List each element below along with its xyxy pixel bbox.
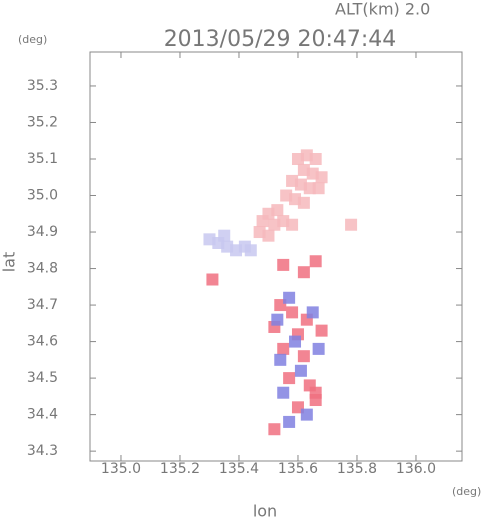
x-axis-label: lon	[253, 502, 277, 521]
echo-point	[274, 353, 287, 366]
y-tick-label: 35.0	[27, 188, 58, 204]
echo-point	[294, 364, 307, 377]
x-unit: (deg)	[452, 485, 481, 498]
echo-point	[277, 386, 290, 399]
y-tick-label: 35.1	[27, 151, 58, 167]
y-tick-label: 34.3	[27, 443, 58, 459]
echo-point	[286, 306, 299, 319]
y-tick-label: 34.9	[27, 224, 58, 240]
echo-point	[218, 229, 231, 242]
echo-point	[345, 218, 358, 231]
echo-point	[312, 342, 325, 355]
y-tick-label: 34.7	[27, 297, 58, 313]
echo-point	[297, 350, 310, 363]
echo-point	[253, 226, 266, 239]
x-tick-label: 136.0	[396, 461, 436, 477]
x-tick-label: 135.0	[101, 461, 141, 477]
y-tick-label: 35.2	[27, 114, 58, 130]
echo-point	[309, 152, 322, 165]
echo-point	[244, 244, 257, 257]
echo-point	[309, 386, 322, 399]
echo-point	[206, 273, 219, 286]
echo-point	[289, 335, 302, 348]
echo-point	[277, 258, 290, 271]
echo-point	[297, 266, 310, 279]
y-tick-label: 34.5	[27, 370, 58, 386]
y-tick-label: 34.4	[27, 407, 58, 423]
y-tick-label: 34.6	[27, 334, 58, 350]
echo-point	[312, 182, 325, 195]
echo-point	[286, 218, 299, 231]
y-tick-label: 35.3	[27, 78, 58, 94]
y-unit: (deg)	[18, 33, 47, 46]
echo-point	[306, 306, 319, 319]
altitude-label: ALT(km) 2.0	[335, 0, 430, 19]
echo-point	[268, 423, 281, 436]
plot-frame	[89, 51, 463, 462]
x-tick-label: 135.8	[337, 461, 377, 477]
x-tick-label: 135.2	[160, 461, 200, 477]
echo-point	[315, 171, 328, 184]
echo-point	[315, 324, 328, 337]
y-tick-label: 34.8	[27, 261, 58, 277]
x-tick-label: 135.4	[219, 461, 259, 477]
echo-point	[300, 408, 313, 421]
x-tick-label: 135.6	[278, 461, 318, 477]
echo-point	[283, 372, 296, 385]
echo-point	[297, 196, 310, 209]
echo-point	[277, 342, 290, 355]
y-axis-label: lat	[0, 252, 19, 273]
chart-title: 2013/05/29 20:47:44	[164, 27, 397, 52]
echo-point	[283, 291, 296, 304]
echo-point	[271, 313, 284, 326]
echo-point	[256, 215, 269, 228]
echo-point	[309, 255, 322, 268]
echo-point	[283, 415, 296, 428]
